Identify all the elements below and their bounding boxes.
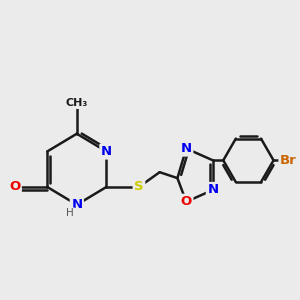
Text: Br: Br xyxy=(280,154,297,167)
Text: S: S xyxy=(134,181,144,194)
Text: O: O xyxy=(181,195,192,208)
Text: H: H xyxy=(66,208,74,218)
Text: O: O xyxy=(9,181,20,194)
Text: CH₃: CH₃ xyxy=(66,98,88,108)
Text: N: N xyxy=(71,198,82,211)
Text: N: N xyxy=(207,183,218,196)
Text: N: N xyxy=(101,145,112,158)
Text: N: N xyxy=(181,142,192,155)
